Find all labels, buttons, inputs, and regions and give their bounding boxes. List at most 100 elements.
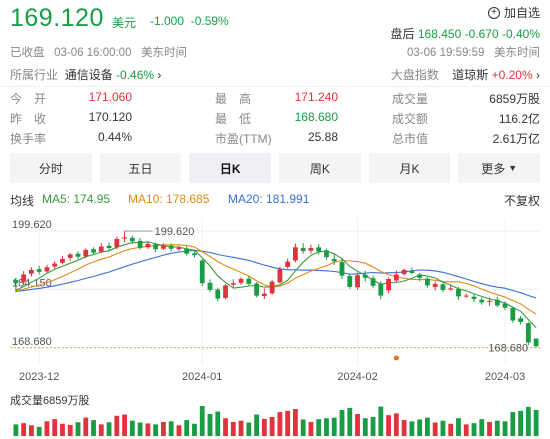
volume-bar xyxy=(370,417,376,436)
high-value: 171.240 xyxy=(294,90,338,104)
tab-weekly-k[interactable]: 周K xyxy=(279,153,361,183)
change-value: -1.000 xyxy=(150,14,185,28)
candle-body xyxy=(67,254,73,258)
volume-bar xyxy=(479,419,485,436)
tab-five-day[interactable]: 五日 xyxy=(99,153,182,183)
candle-body xyxy=(285,261,291,267)
prev-close-label: 昨 收 xyxy=(10,112,47,126)
candle-body xyxy=(192,253,197,256)
volume-bar xyxy=(246,422,252,436)
adjust-dropdown[interactable]: 不复权 xyxy=(503,194,540,208)
volume-bar xyxy=(277,412,283,436)
volume-bar xyxy=(417,419,423,436)
volume-bar xyxy=(230,421,236,436)
candle-body xyxy=(502,303,508,308)
candle-body xyxy=(293,247,298,261)
candle-body xyxy=(393,274,399,281)
volume-bar xyxy=(347,407,353,436)
change-percent: -0.59% xyxy=(190,14,229,28)
candle-body xyxy=(417,274,423,278)
candle-body xyxy=(254,283,259,296)
ma5-value: MA5: 174.95 xyxy=(42,192,111,206)
add-favorite-button[interactable]: + 加自选 xyxy=(487,4,540,21)
volume-bar xyxy=(261,418,267,436)
volume-bar xyxy=(36,426,42,436)
candle-body xyxy=(207,282,213,290)
candle-body xyxy=(168,245,174,249)
volume-bar xyxy=(502,421,508,436)
candle-body xyxy=(52,263,58,267)
candle-body xyxy=(269,281,275,294)
candle-body xyxy=(425,278,430,286)
volume-bar xyxy=(176,425,182,436)
candle-body xyxy=(370,278,376,286)
after-hours-change: -0.670 xyxy=(464,27,499,41)
volume-label: 成交量 xyxy=(392,92,429,106)
industry-link[interactable]: 所属行业 通信设备 -0.46% › xyxy=(10,66,161,83)
candle-body xyxy=(355,275,360,288)
volume-label: 成交量6859万股 xyxy=(10,395,90,407)
candle-body xyxy=(401,269,407,275)
candle-body xyxy=(300,248,306,252)
index-link[interactable]: 大盘指数 道琼斯 +0.20% › xyxy=(391,66,540,83)
volume-bar xyxy=(192,423,197,436)
volume-bar xyxy=(440,420,446,436)
candle-body xyxy=(432,283,438,287)
volume-bar xyxy=(44,421,50,436)
candle-body xyxy=(60,258,65,263)
volume-bar xyxy=(331,417,337,436)
volume-bar xyxy=(106,422,112,436)
candle-body xyxy=(98,246,104,252)
after-time-value: 03-06 19:59:59 xyxy=(407,47,485,59)
candle-body xyxy=(75,253,81,257)
volume-bar xyxy=(471,423,477,436)
candle-body xyxy=(487,300,492,302)
volume-bar xyxy=(153,424,159,436)
candle-body xyxy=(479,299,485,303)
candle-body xyxy=(463,295,469,297)
turnover-value: 0.44% xyxy=(97,130,132,144)
period-tabs: 分时 五日 日K 周K 月K 更多 ▼ xyxy=(10,153,541,183)
volume-bar xyxy=(161,421,166,436)
amount-label: 成交额 xyxy=(392,112,429,126)
volume-bar xyxy=(308,421,314,436)
volume-bar xyxy=(122,414,127,436)
max-price-label: 199.620 xyxy=(155,226,195,238)
volume-bar xyxy=(285,410,291,436)
volume-bar xyxy=(510,412,516,436)
candle-body xyxy=(324,250,329,258)
volume-bar xyxy=(494,420,500,436)
market-cap-value: 2.61万亿 xyxy=(492,132,540,146)
y-tick-label: 199.620 xyxy=(12,219,52,231)
tab-daily-k[interactable]: 日K xyxy=(189,153,272,183)
market-status: 已收盘 03-06 16:00:00 美东时间 xyxy=(10,44,187,60)
volume-bar xyxy=(207,413,213,436)
tab-intraday[interactable]: 分时 xyxy=(10,153,92,183)
candle-body xyxy=(36,269,42,272)
volume-bar xyxy=(518,410,523,436)
candle-body xyxy=(510,308,516,321)
volume-bar xyxy=(98,424,104,436)
index-percent: +0.20% xyxy=(491,68,533,82)
volume-bar xyxy=(223,418,228,436)
candle-body xyxy=(456,289,461,297)
event-marker xyxy=(393,355,399,361)
candle-body xyxy=(44,267,50,272)
candle-body xyxy=(246,278,252,284)
ma10-value: MA10: 178.685 xyxy=(128,192,210,206)
prev-close-value: 170.120 xyxy=(88,110,132,124)
tab-more[interactable]: 更多 ▼ xyxy=(458,153,541,183)
tab-monthly-k[interactable]: 月K xyxy=(368,153,451,183)
amount-value: 116.2亿 xyxy=(498,112,540,126)
candle-body xyxy=(176,247,182,250)
volume-bar xyxy=(463,424,469,436)
candle-body xyxy=(261,293,267,296)
candle-body xyxy=(161,245,166,249)
candle-body xyxy=(409,271,415,273)
ma20-line xyxy=(15,249,537,299)
volume-bar xyxy=(393,413,399,436)
volume-bar xyxy=(324,418,329,436)
volume-bar xyxy=(52,419,58,436)
volume-bar xyxy=(75,422,81,436)
